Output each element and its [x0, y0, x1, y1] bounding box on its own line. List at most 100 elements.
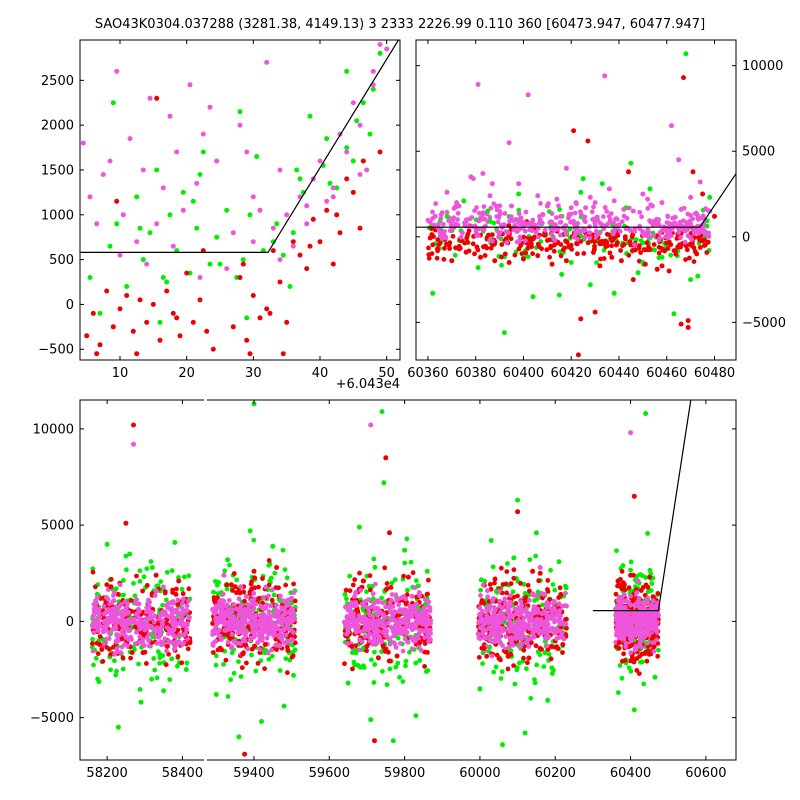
scatter-point-pink — [503, 634, 509, 639]
scatter-point-red — [355, 608, 361, 614]
scatter-point-pink — [645, 595, 650, 601]
scatter-point-green — [97, 310, 103, 316]
scatter-point-pink — [407, 607, 413, 613]
scatter-point-green — [628, 668, 634, 674]
scatter-point-pink — [557, 619, 562, 625]
y-tick-label: 10000 — [742, 59, 783, 74]
scatter-point-red — [240, 261, 246, 267]
scatter-point-pink — [225, 640, 231, 645]
scatter-point-pink — [646, 234, 652, 240]
scatter-point-pink — [227, 619, 233, 625]
scatter-point-green — [487, 218, 493, 224]
scatter-point-pink — [507, 593, 513, 598]
scatter-point-green — [704, 223, 710, 229]
scatter-point-pink — [638, 617, 644, 623]
scatter-point-pink — [480, 623, 486, 629]
scatter-point-red — [344, 176, 350, 182]
scatter-point-green — [649, 581, 655, 586]
scatter-point-pink — [426, 599, 432, 605]
scatter-point-pink — [395, 630, 401, 636]
scatter-point-pink — [678, 206, 684, 212]
scatter-point-pink — [383, 604, 388, 610]
scatter-point-pink — [633, 643, 639, 649]
scatter-point-pink — [356, 613, 362, 618]
scatter-point-red — [637, 243, 642, 249]
scatter-point-red — [367, 573, 373, 578]
scatter-point-pink — [147, 95, 153, 101]
scatter-point-green — [656, 647, 661, 653]
scatter-point-pink — [351, 622, 356, 628]
scatter-point-green — [545, 697, 551, 703]
scatter-point-pink — [125, 609, 131, 615]
scatter-point-red — [357, 225, 363, 231]
scatter-point-pink — [235, 618, 240, 623]
scatter-point-pink — [534, 593, 539, 599]
scatter-point-pink — [157, 628, 163, 634]
scatter-point-red — [487, 582, 493, 587]
scatter-point-pink — [527, 626, 532, 631]
scatter-point-green — [136, 661, 142, 667]
scatter-point-pink — [367, 638, 373, 644]
scatter-point-green — [477, 686, 483, 692]
scatter-point-red — [447, 246, 452, 251]
scatter-point-red — [128, 655, 134, 661]
scatter-point-pink — [136, 606, 141, 612]
scatter-point-pink — [630, 208, 636, 214]
scatter-point-green — [217, 261, 223, 267]
scatter-point-red — [230, 588, 235, 593]
scatter-point-pink — [400, 626, 406, 631]
scatter-point-pink — [388, 617, 394, 623]
scatter-point-pink — [651, 649, 657, 654]
scatter-point-pink — [650, 640, 656, 646]
scatter-point-red — [266, 558, 272, 563]
scatter-point-pink — [281, 627, 287, 633]
scatter-point-red — [548, 656, 554, 662]
scatter-point-green — [423, 669, 429, 674]
scatter-point-pink — [154, 641, 160, 646]
scatter-point-pink — [219, 598, 225, 603]
scatter-point-red — [481, 645, 487, 651]
scatter-point-pink — [230, 230, 236, 236]
scatter-point-pink — [688, 235, 693, 241]
scatter-point-pink — [650, 222, 656, 228]
scatter-point-pink — [475, 82, 481, 87]
scatter-point-pink — [602, 205, 608, 210]
scatter-point-pink — [604, 209, 610, 214]
scatter-point-pink — [184, 603, 190, 609]
scatter-point-pink — [387, 641, 393, 647]
scatter-point-pink — [478, 593, 483, 598]
scatter-point-red — [163, 662, 169, 668]
scatter-point-red — [154, 95, 160, 101]
scatter-point-red — [176, 578, 182, 584]
scatter-point-red — [535, 253, 541, 259]
scatter-point-pink — [173, 639, 179, 645]
x-tick-label: 60460 — [646, 366, 687, 381]
scatter-point-pink — [442, 229, 447, 234]
scatter-point-pink — [403, 596, 409, 602]
scatter-point-pink — [264, 614, 270, 620]
scatter-point-red — [545, 578, 551, 583]
scatter-point-pink — [277, 257, 283, 263]
scatter-point-pink — [367, 612, 373, 618]
scatter-point-red — [513, 601, 519, 606]
scatter-point-pink — [230, 615, 236, 620]
scatter-point-pink — [554, 636, 559, 641]
scatter-point-green — [617, 663, 623, 668]
scatter-point-pink — [537, 219, 543, 225]
scatter-point-pink — [375, 599, 381, 605]
scatter-point-pink — [619, 617, 625, 623]
scatter-point-pink — [289, 595, 295, 601]
scatter-point-pink — [214, 158, 220, 164]
scatter-point-pink — [92, 608, 97, 614]
scatter-point-pink — [481, 635, 487, 641]
scatter-point-pink — [264, 59, 270, 65]
scatter-point-pink — [706, 234, 712, 239]
scatter-point-red — [187, 640, 193, 646]
scatter-point-red — [691, 259, 697, 264]
model-line — [416, 172, 736, 228]
scatter-point-pink — [573, 200, 579, 206]
scatter-point-pink — [165, 625, 170, 631]
scatter-point-pink — [485, 594, 491, 600]
x-tick-label: 60420 — [551, 366, 592, 381]
scatter-point-pink — [186, 615, 192, 621]
